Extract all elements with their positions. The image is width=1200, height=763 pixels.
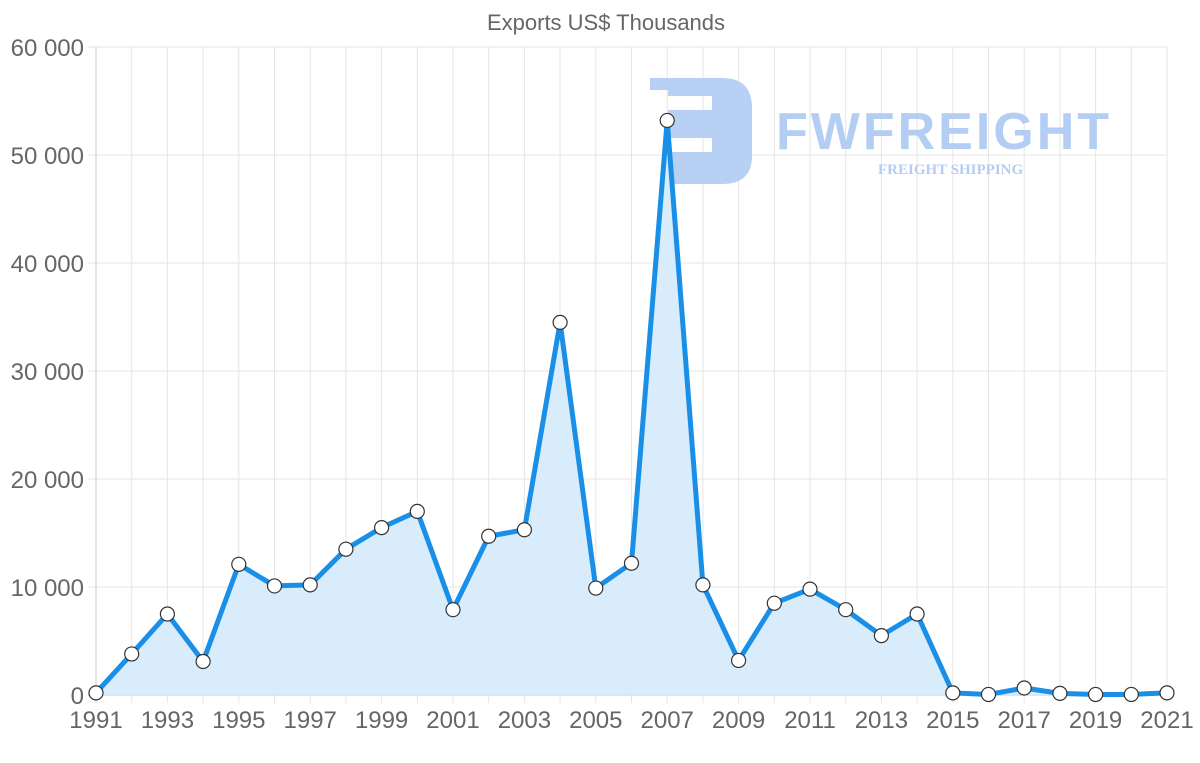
watermark-brand: FWFREIGHT [776, 103, 1112, 161]
data-point[interactable] [659, 112, 675, 129]
x-tick-label: 2007 [641, 707, 694, 734]
data-point[interactable] [623, 555, 640, 571]
data-point[interactable] [1087, 686, 1104, 703]
data-point[interactable] [409, 503, 425, 519]
data-point[interactable] [730, 652, 747, 669]
x-tick-label: 2009 [712, 707, 765, 734]
data-point[interactable] [588, 580, 604, 596]
x-tick-label: 2019 [1069, 707, 1122, 734]
data-point[interactable] [980, 686, 997, 703]
data-point[interactable] [838, 602, 854, 618]
data-point[interactable] [1159, 685, 1175, 701]
data-point[interactable] [338, 541, 354, 557]
data-point[interactable] [124, 646, 140, 662]
watermark-logo: FWFREIGHT FREIGHT SHIPPING [650, 78, 1112, 184]
data-point[interactable] [231, 556, 247, 572]
x-tick-label: 1997 [284, 707, 337, 734]
x-tick-label: 1991 [69, 707, 122, 734]
data-point[interactable] [909, 606, 925, 622]
x-tick-label: 2017 [998, 707, 1051, 734]
data-point[interactable] [266, 578, 283, 594]
data-point[interactable] [802, 581, 818, 597]
chart-title: Exports US$ Thousands [487, 10, 725, 35]
data-point[interactable] [159, 606, 175, 622]
y-axis-labels: 0 10 000 20 000 30 000 40 000 50 000 60 000 [11, 35, 84, 710]
data-point[interactable] [516, 522, 533, 538]
data-point[interactable] [695, 577, 711, 593]
watermark-tagline: FREIGHT SHIPPING [878, 162, 1023, 178]
x-tick-label: 2015 [926, 707, 979, 734]
data-point[interactable] [766, 595, 782, 611]
x-tick-label: 2001 [426, 707, 479, 734]
x-tick-label: 2003 [498, 707, 551, 734]
data-point[interactable] [195, 653, 211, 670]
data-point[interactable] [1016, 680, 1032, 696]
x-tick-label: 1999 [355, 707, 408, 734]
y-tick-label: 10 000 [11, 575, 84, 602]
data-point[interactable] [88, 685, 104, 701]
data-point[interactable] [374, 519, 390, 536]
x-tick-label: 2011 [784, 707, 836, 734]
brand-logo-icon [650, 78, 752, 184]
x-tick-label: 1995 [212, 707, 265, 734]
y-tick-label: 40 000 [11, 251, 84, 278]
data-point[interactable] [302, 577, 318, 593]
data-point[interactable] [481, 528, 497, 544]
x-tick-label: 1993 [141, 707, 194, 734]
data-point[interactable] [552, 314, 568, 330]
x-axis-labels: 1991 1993 1995 1997 1999 2001 2003 2005 2007 2009… [69, 707, 1193, 734]
data-points [88, 112, 1175, 703]
data-point[interactable] [1052, 685, 1068, 701]
y-tick-label: 60 000 [11, 35, 84, 62]
x-tick-label: 2013 [855, 707, 908, 734]
y-tick-label: 50 000 [11, 143, 84, 170]
data-point[interactable] [873, 627, 890, 644]
x-tick-label: 2005 [569, 707, 622, 734]
x-tick-label: 2021 [1140, 707, 1193, 734]
data-point[interactable] [445, 602, 461, 618]
data-point[interactable] [945, 685, 961, 701]
y-tick-label: 0 [71, 683, 84, 710]
y-tick-label: 30 000 [11, 359, 84, 386]
data-point[interactable] [1123, 686, 1139, 703]
y-tick-label: 20 000 [11, 467, 84, 494]
